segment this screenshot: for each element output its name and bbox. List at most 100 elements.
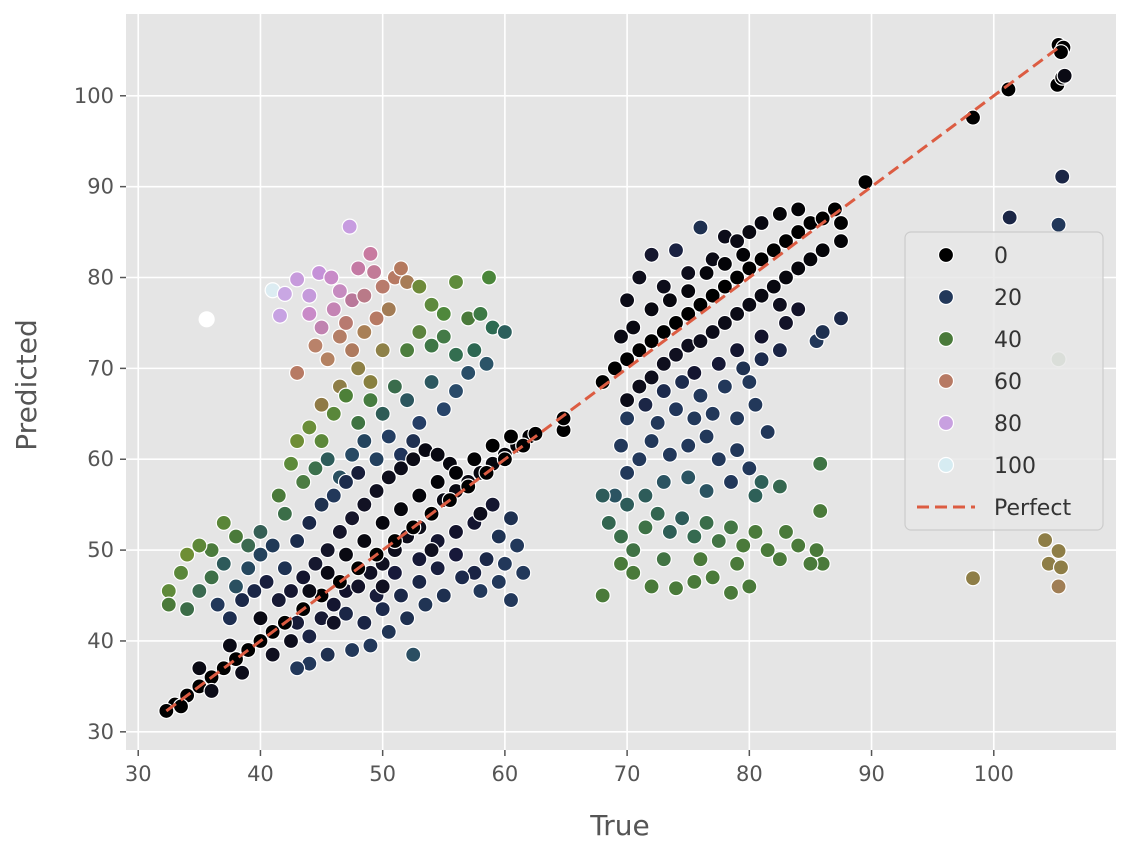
x-tick-label: 30 <box>125 762 152 786</box>
scatter-point <box>325 614 342 631</box>
scatter-point <box>964 109 982 126</box>
scatter-point <box>771 296 788 313</box>
scatter-point <box>964 570 982 587</box>
scatter-point <box>179 546 196 563</box>
perfect-line <box>165 44 1062 713</box>
scatter-point <box>515 564 532 581</box>
scatter-point <box>295 569 312 586</box>
scatter-point <box>392 460 410 477</box>
x-tick-label: 40 <box>247 762 274 786</box>
scatter-point <box>447 382 465 400</box>
scatter-point <box>392 260 410 277</box>
scatter-point <box>203 569 220 586</box>
scatter-point <box>411 573 428 591</box>
scatter-point <box>814 242 831 259</box>
scatter-point <box>289 532 306 550</box>
scatter-point <box>631 342 648 359</box>
scatter-point <box>344 342 361 359</box>
scatter-point <box>240 537 257 554</box>
scatter-point <box>722 519 740 536</box>
scatter-point <box>729 233 746 250</box>
scatter-point <box>667 242 685 259</box>
scatter-point <box>484 437 501 454</box>
scatter-point <box>661 446 678 463</box>
scatter-point <box>325 405 342 422</box>
legend-marker <box>937 456 955 474</box>
scatter-point <box>698 514 715 531</box>
scatter-point <box>826 201 843 218</box>
scatter-point <box>301 582 318 600</box>
scatter-point <box>722 584 740 601</box>
scatter-point <box>496 555 513 572</box>
scatter-point <box>423 337 440 354</box>
scatter-point <box>1050 578 1067 595</box>
scatter-point <box>411 487 428 504</box>
scatter-point <box>374 601 391 618</box>
scatter-point <box>313 319 330 336</box>
scatter-point <box>643 246 660 263</box>
scatter-point <box>221 610 238 627</box>
scatter-point <box>741 460 758 477</box>
scatter-point <box>637 519 654 536</box>
scatter-point <box>374 342 391 359</box>
scatter-point <box>337 546 355 563</box>
scatter-point <box>667 346 685 363</box>
scatter-point <box>331 283 348 300</box>
scatter-point <box>466 342 483 359</box>
scatter-point <box>234 591 251 609</box>
scatter-point <box>790 260 807 277</box>
scatter-point <box>356 432 373 450</box>
scatter-point <box>356 323 373 341</box>
scatter-point <box>356 287 373 304</box>
scatter-point <box>362 637 379 654</box>
scatter-point <box>203 682 220 700</box>
scatter-point <box>619 292 636 309</box>
scatter-point <box>399 342 416 359</box>
scatter-point <box>341 218 358 235</box>
scatter-point <box>686 573 703 591</box>
scatter-point <box>215 555 232 572</box>
scatter-point <box>337 387 355 404</box>
scatter-point <box>625 319 642 336</box>
scatter-point <box>472 305 489 322</box>
x-tick-label: 70 <box>614 762 641 786</box>
scatter-point <box>594 487 611 504</box>
scatter-point <box>729 410 746 427</box>
scatter-point <box>380 301 397 318</box>
scatter-point <box>802 555 819 572</box>
scatter-point <box>1001 209 1018 226</box>
scatter-point <box>753 328 770 345</box>
scatter-point <box>753 287 770 304</box>
scatter-point <box>435 328 452 345</box>
scatter-point <box>667 580 685 597</box>
scatter-point <box>405 432 422 450</box>
legend-label: 40 <box>994 328 1022 353</box>
scatter-point <box>337 314 355 332</box>
scatter-point <box>240 560 257 577</box>
scatter-point <box>447 546 465 563</box>
scatter-point <box>655 355 672 372</box>
scatter-point <box>502 428 520 445</box>
scatter-point <box>716 314 733 332</box>
scatter-point <box>435 305 452 322</box>
scatter-point <box>380 469 397 486</box>
scatter-point <box>411 278 428 295</box>
scatter-point <box>368 451 385 468</box>
x-tick-label: 60 <box>492 762 519 786</box>
scatter-point <box>160 582 177 600</box>
scatter-point <box>411 551 428 568</box>
scatter-point <box>655 473 672 491</box>
scatter-point <box>392 501 410 518</box>
scatter-point <box>502 591 520 609</box>
scatter-point <box>704 405 721 422</box>
scatter-point <box>350 464 367 481</box>
scatter-point <box>172 698 190 715</box>
scatter-point <box>667 401 685 418</box>
scatter-point <box>252 546 269 563</box>
scatter-point <box>1056 67 1073 84</box>
scatter-point <box>160 596 177 613</box>
scatter-point <box>643 369 660 386</box>
scatter-point <box>631 269 648 286</box>
scatter-point <box>747 523 764 541</box>
scatter-point <box>466 451 483 468</box>
